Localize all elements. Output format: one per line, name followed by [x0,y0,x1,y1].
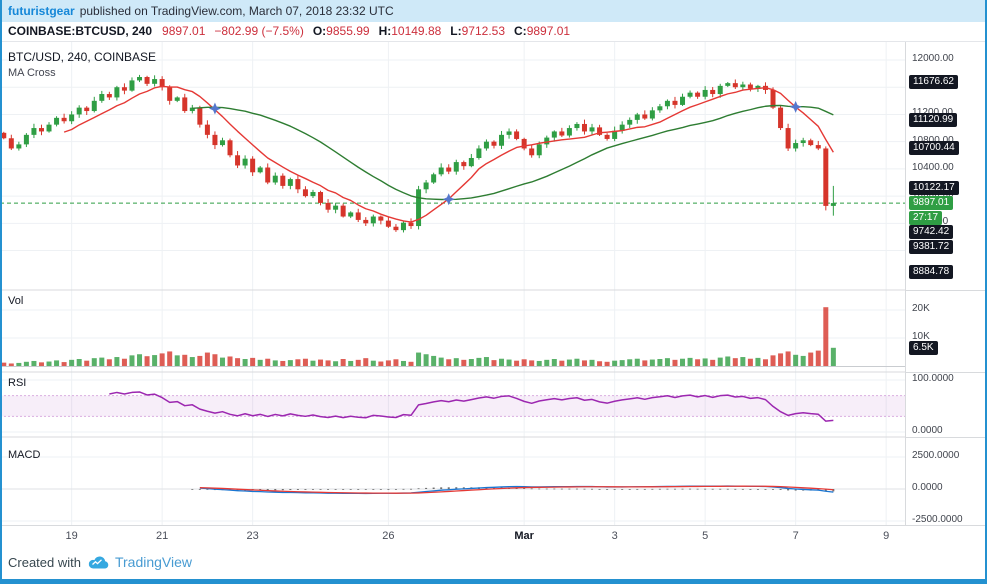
low-value: 9712.53 [461,24,506,38]
time-axis-label: 19 [65,530,78,542]
time-axis-label: 5 [702,530,709,542]
rsi-axis-label: 100.0000 [912,373,954,384]
price-axis-badge: 11120.99 [909,112,958,127]
high-value: 10149.88 [391,24,442,38]
price-axis-label: 12000.00 [912,53,954,64]
macd-axis-label: -2500.0000 [912,514,963,525]
close-label: C: [514,24,527,38]
volume-axis-label: 10K [912,331,930,342]
created-with-text: Created with [8,554,81,570]
symbol-name[interactable]: COINBASE:BTCUSD, 240 [8,24,153,38]
macd-pane-label[interactable]: MACD [8,449,41,461]
price-change: −802.99 (−7.5%) [214,24,304,38]
chart-canvas[interactable] [0,40,905,525]
rsi-axis-label: 0.0000 [912,425,943,436]
frame-bottom-bar [0,579,987,584]
time-axis-label: 3 [611,530,618,542]
pane-separator [906,437,987,438]
frame-left-edge [0,0,2,584]
last-price: 9897.01 [162,24,206,38]
author-link[interactable]: futuristgear [8,4,75,18]
high-label: H: [378,24,392,38]
price-axis-badge: 9742.42 [909,225,954,240]
rsi-pane-label[interactable]: RSI [8,377,27,389]
volume-axis-badge: 6.5K [909,340,938,355]
tradingview-brand-link[interactable]: TradingView [114,554,193,570]
price-axis-badge: 8884.78 [909,265,954,279]
price-axis-badge: 11676.62 [909,75,958,89]
price-axis[interactable]: 12000.0011600.0011200.0010800.0010400.00… [905,40,987,525]
footer: Created with TradingView [8,550,192,574]
symbol-legend: COINBASE:BTCUSD, 240 9897.01 −802.99 (−7.5… [0,22,987,42]
open-label: O: [312,24,327,38]
time-axis-label: 23 [246,530,259,542]
countdown-badge: 27:17 [909,211,943,226]
volume-pane-label[interactable]: Vol [8,295,24,307]
time-axis-label: 7 [792,530,799,542]
pane-separator [906,290,987,291]
time-axis[interactable]: 19 21 23 26 Mar 3 5 7 9 [0,525,987,545]
time-axis-label: 21 [156,530,169,542]
time-axis-label: 26 [382,530,395,542]
close-value: 9897.01 [526,24,571,38]
open-value: 9855.99 [326,24,370,38]
tradingview-logo-icon [88,555,109,569]
time-axis-label: Mar [514,530,534,542]
volume-axis-label: 20K [912,303,930,314]
price-axis-badge: 9381.72 [909,240,954,255]
macd-axis-label: 2500.0000 [912,450,960,461]
publish-info: published on TradingView.com, March 07, … [79,4,394,18]
price-axis-label: 10400.00 [912,161,954,173]
price-axis-label: 10800.00 [912,134,954,146]
pane-separator [906,372,987,373]
price-axis-badge: 10122.17 [909,180,959,195]
price-pane-title: BTC/USD, 240, COINBASE [8,50,157,64]
macd-axis-label: 0.0000 [912,482,943,493]
frame-right-edge [985,0,987,584]
publish-bar: futuristgear published on TradingView.com… [0,0,987,22]
current-price-badge: 9897.01 [909,196,954,211]
low-label: L: [450,24,462,38]
time-axis-label: 9 [883,530,890,542]
ma-cross-indicator-label[interactable]: MA Cross [8,67,56,79]
price-axis-badge: 10700.44 [909,141,959,156]
